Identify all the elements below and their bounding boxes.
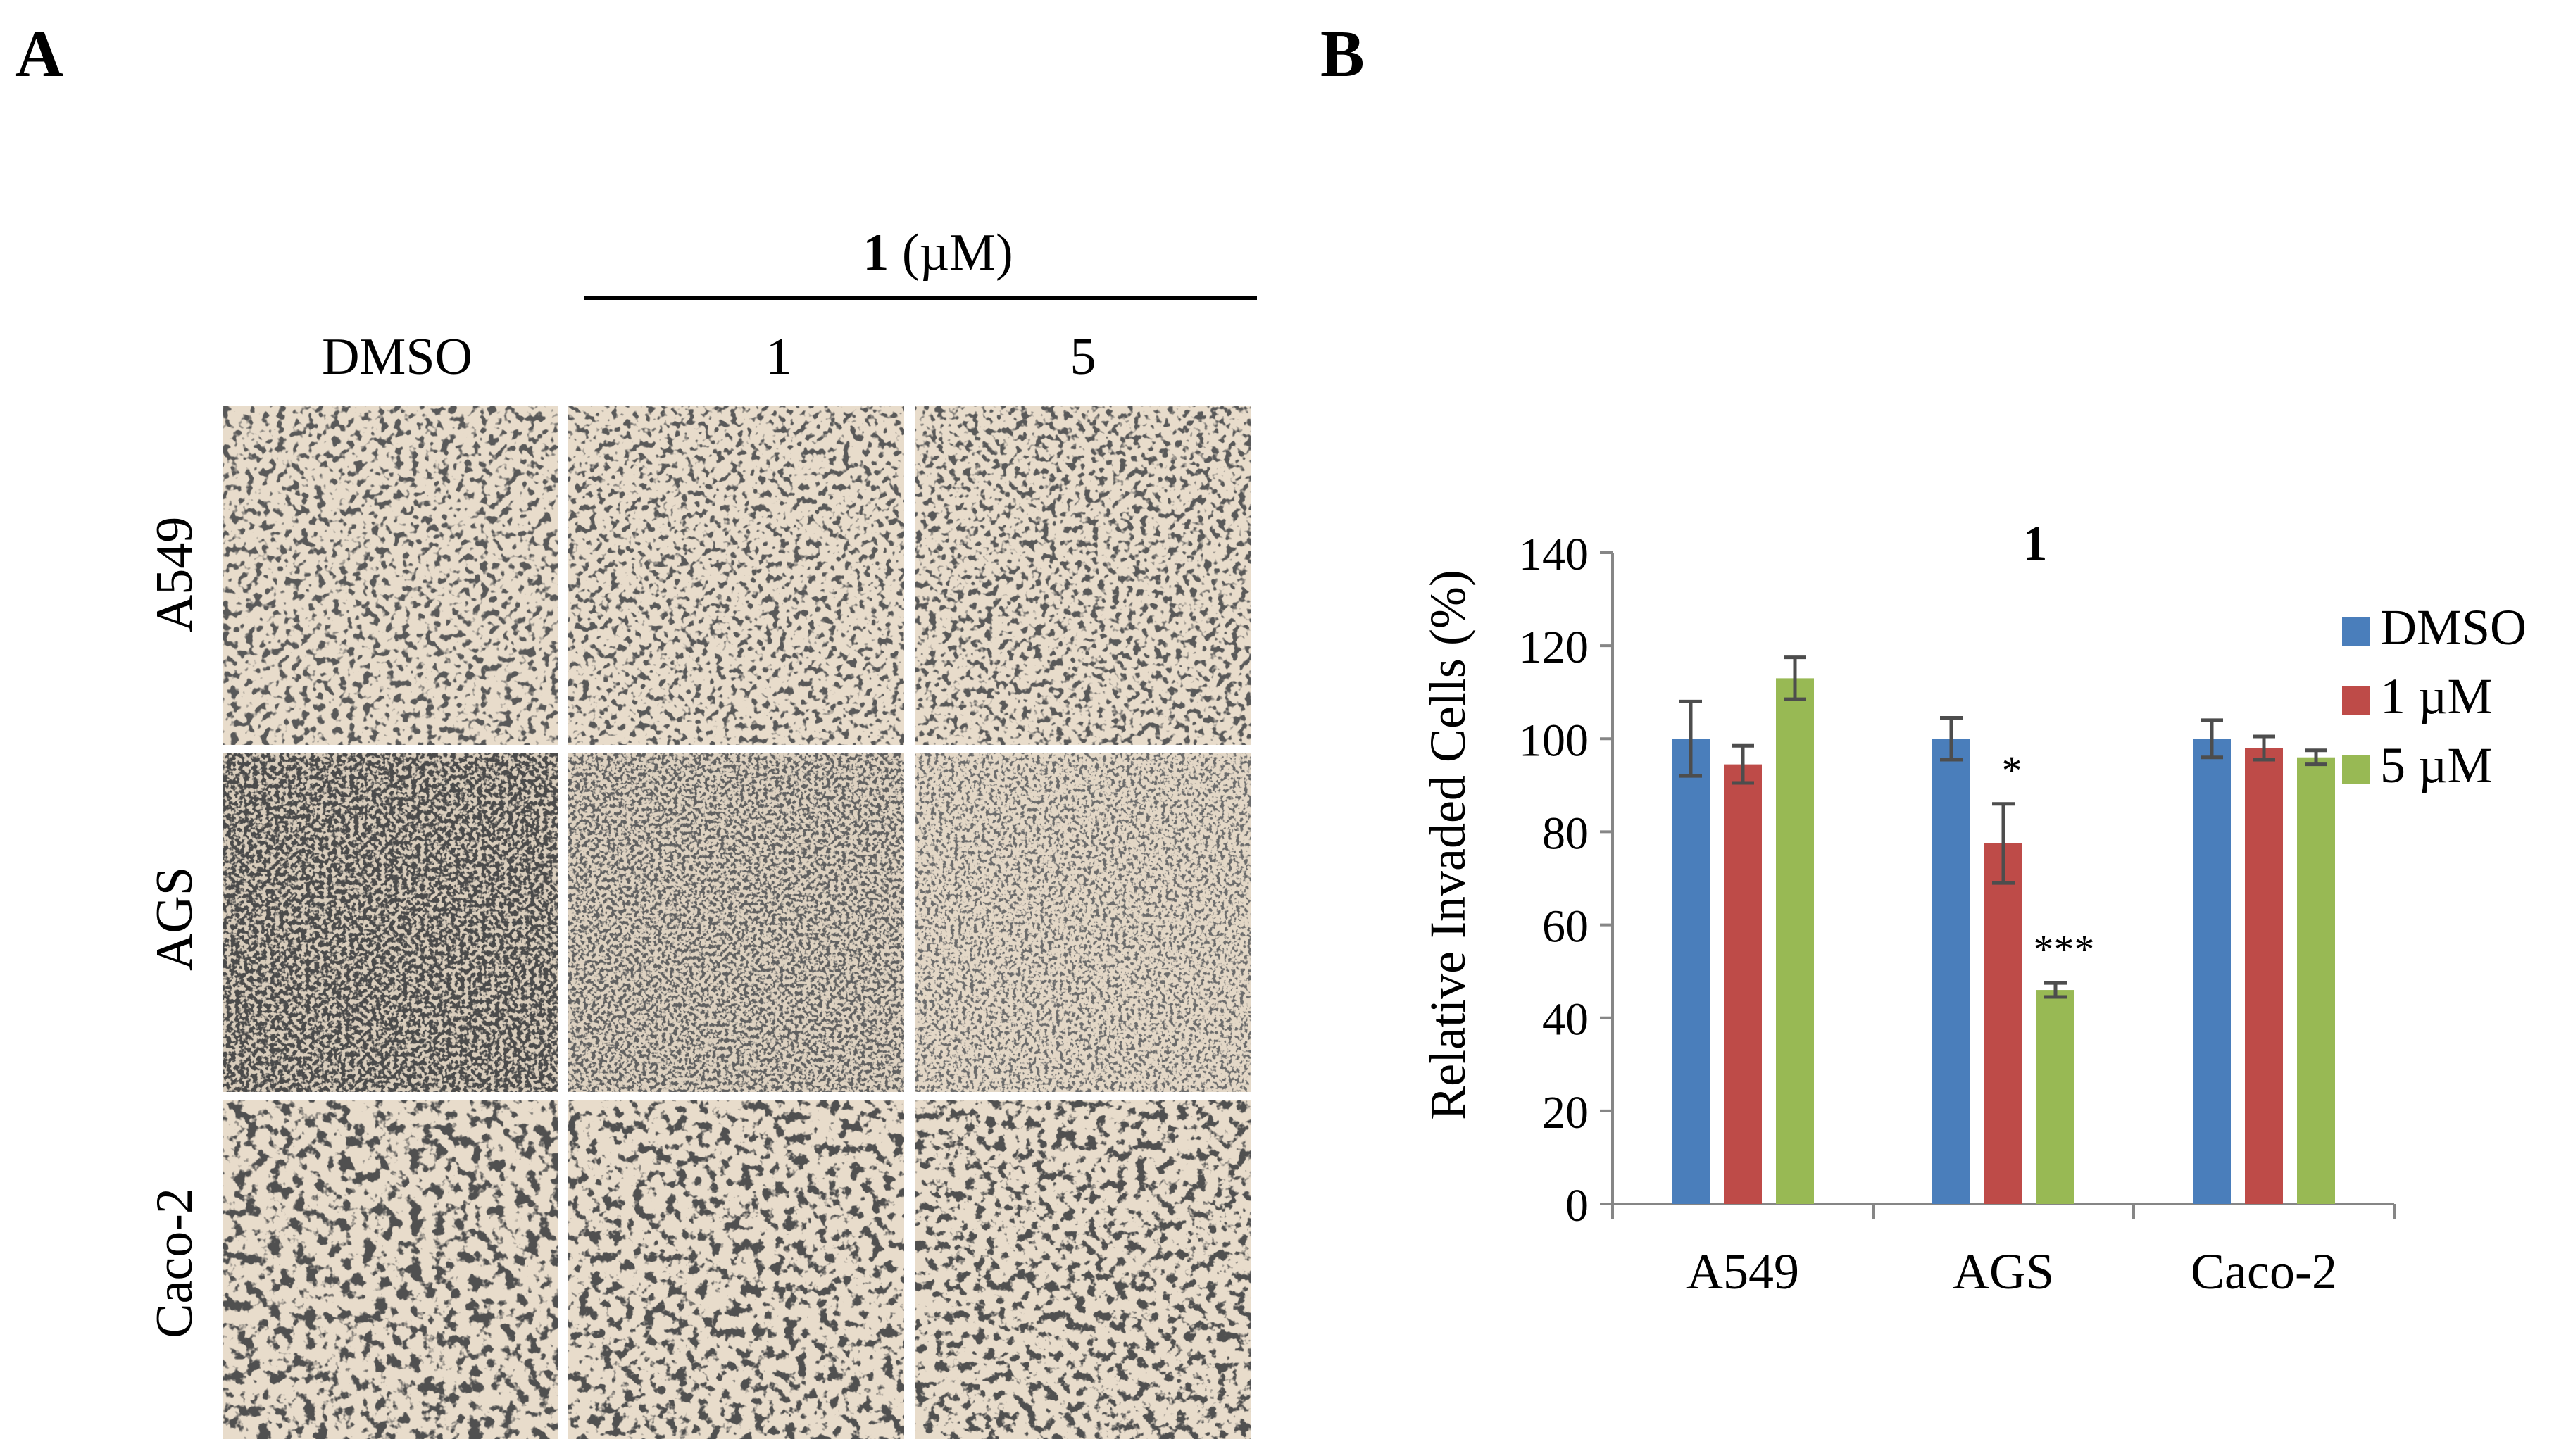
x-tick-label: A549 <box>1686 1243 1799 1300</box>
bar-a549-1 <box>1724 764 1762 1204</box>
micrograph-ags-dmso <box>223 753 558 1092</box>
bar-caco-2-1 <box>2245 748 2283 1204</box>
panel-a-letter: A <box>15 18 63 91</box>
bar-caco-2-2 <box>2297 757 2335 1204</box>
row-label-a549: A549 <box>146 516 204 633</box>
micrograph-caco2-5um <box>915 1100 1251 1439</box>
error-bar <box>2044 981 2067 999</box>
chart-bars: **** <box>1672 655 2335 1204</box>
micrograph-caco2-dmso <box>223 1100 558 1439</box>
bar-caco-2-0 <box>2193 739 2231 1204</box>
bar-a549-0 <box>1672 739 1710 1204</box>
y-tick-label: 0 <box>1565 1180 1589 1231</box>
bar-chart: 1 Relative Invaded Cells (%) 0 20 40 60 80 10… <box>1420 517 2527 1300</box>
bar-ags-0 <box>1932 739 1970 1204</box>
y-tick-label: 100 <box>1519 715 1589 766</box>
x-tick-label: AGS <box>1953 1243 2054 1300</box>
legend-label: 1 µM <box>2380 668 2493 724</box>
panel-b-letter: B <box>1320 18 1365 91</box>
row-label-caco2: Caco-2 <box>146 1188 204 1338</box>
column-label-dmso: DMSO <box>322 328 472 386</box>
bar-ags-2 <box>2036 990 2074 1204</box>
x-tick-label: Caco-2 <box>2191 1243 2337 1300</box>
legend-swatch <box>2342 755 2370 784</box>
y-axis-label: Relative Invaded Cells (%) <box>1420 570 1476 1120</box>
legend-label: 5 µM <box>2380 737 2493 793</box>
y-tick-label: 140 <box>1519 529 1589 580</box>
error-bar <box>1679 699 1702 778</box>
micrograph-ags-1um <box>568 753 904 1092</box>
y-tick-label: 120 <box>1519 622 1589 673</box>
legend-label: DMSO <box>2380 599 2527 655</box>
compound-unit: (µM) <box>889 224 1013 282</box>
column-label-1: 1 <box>765 328 792 386</box>
significance-marker: *** <box>2034 927 2095 972</box>
y-tick-label: 20 <box>1542 1087 1589 1138</box>
compound-label: 1 <box>863 224 889 282</box>
dose-bracket-line <box>584 296 1257 300</box>
y-tick-label: 80 <box>1542 808 1589 859</box>
y-tick-label: 40 <box>1542 994 1589 1046</box>
error-bar <box>2253 734 2275 762</box>
error-bar <box>1940 716 1963 762</box>
error-bar <box>2201 718 2223 760</box>
bar-ags-1 <box>1984 843 2022 1204</box>
legend: DMSO 1 µM 5 µM <box>2342 599 2527 793</box>
legend-swatch <box>2342 617 2370 646</box>
y-tick-label: 60 <box>1542 901 1589 953</box>
row-label-ags: AGS <box>146 866 204 972</box>
error-bar <box>1732 743 1754 785</box>
bar-a549-2 <box>1776 678 1814 1204</box>
significance-marker: * <box>2002 748 2022 793</box>
error-bar <box>1784 655 1806 701</box>
chart-title: 1 <box>2023 517 2048 571</box>
error-bar <box>1992 802 2015 885</box>
micrograph-ags-5um <box>915 753 1251 1092</box>
micrograph-a549-dmso <box>223 406 558 745</box>
dose-header: 1 (µM) <box>600 227 1276 279</box>
micrograph-a549-1um <box>568 406 904 745</box>
micrograph-a549-5um <box>915 406 1251 745</box>
error-bar <box>2305 748 2327 767</box>
column-label-5: 5 <box>1070 328 1096 386</box>
legend-swatch <box>2342 686 2370 715</box>
micrograph-caco2-1um <box>568 1100 904 1439</box>
